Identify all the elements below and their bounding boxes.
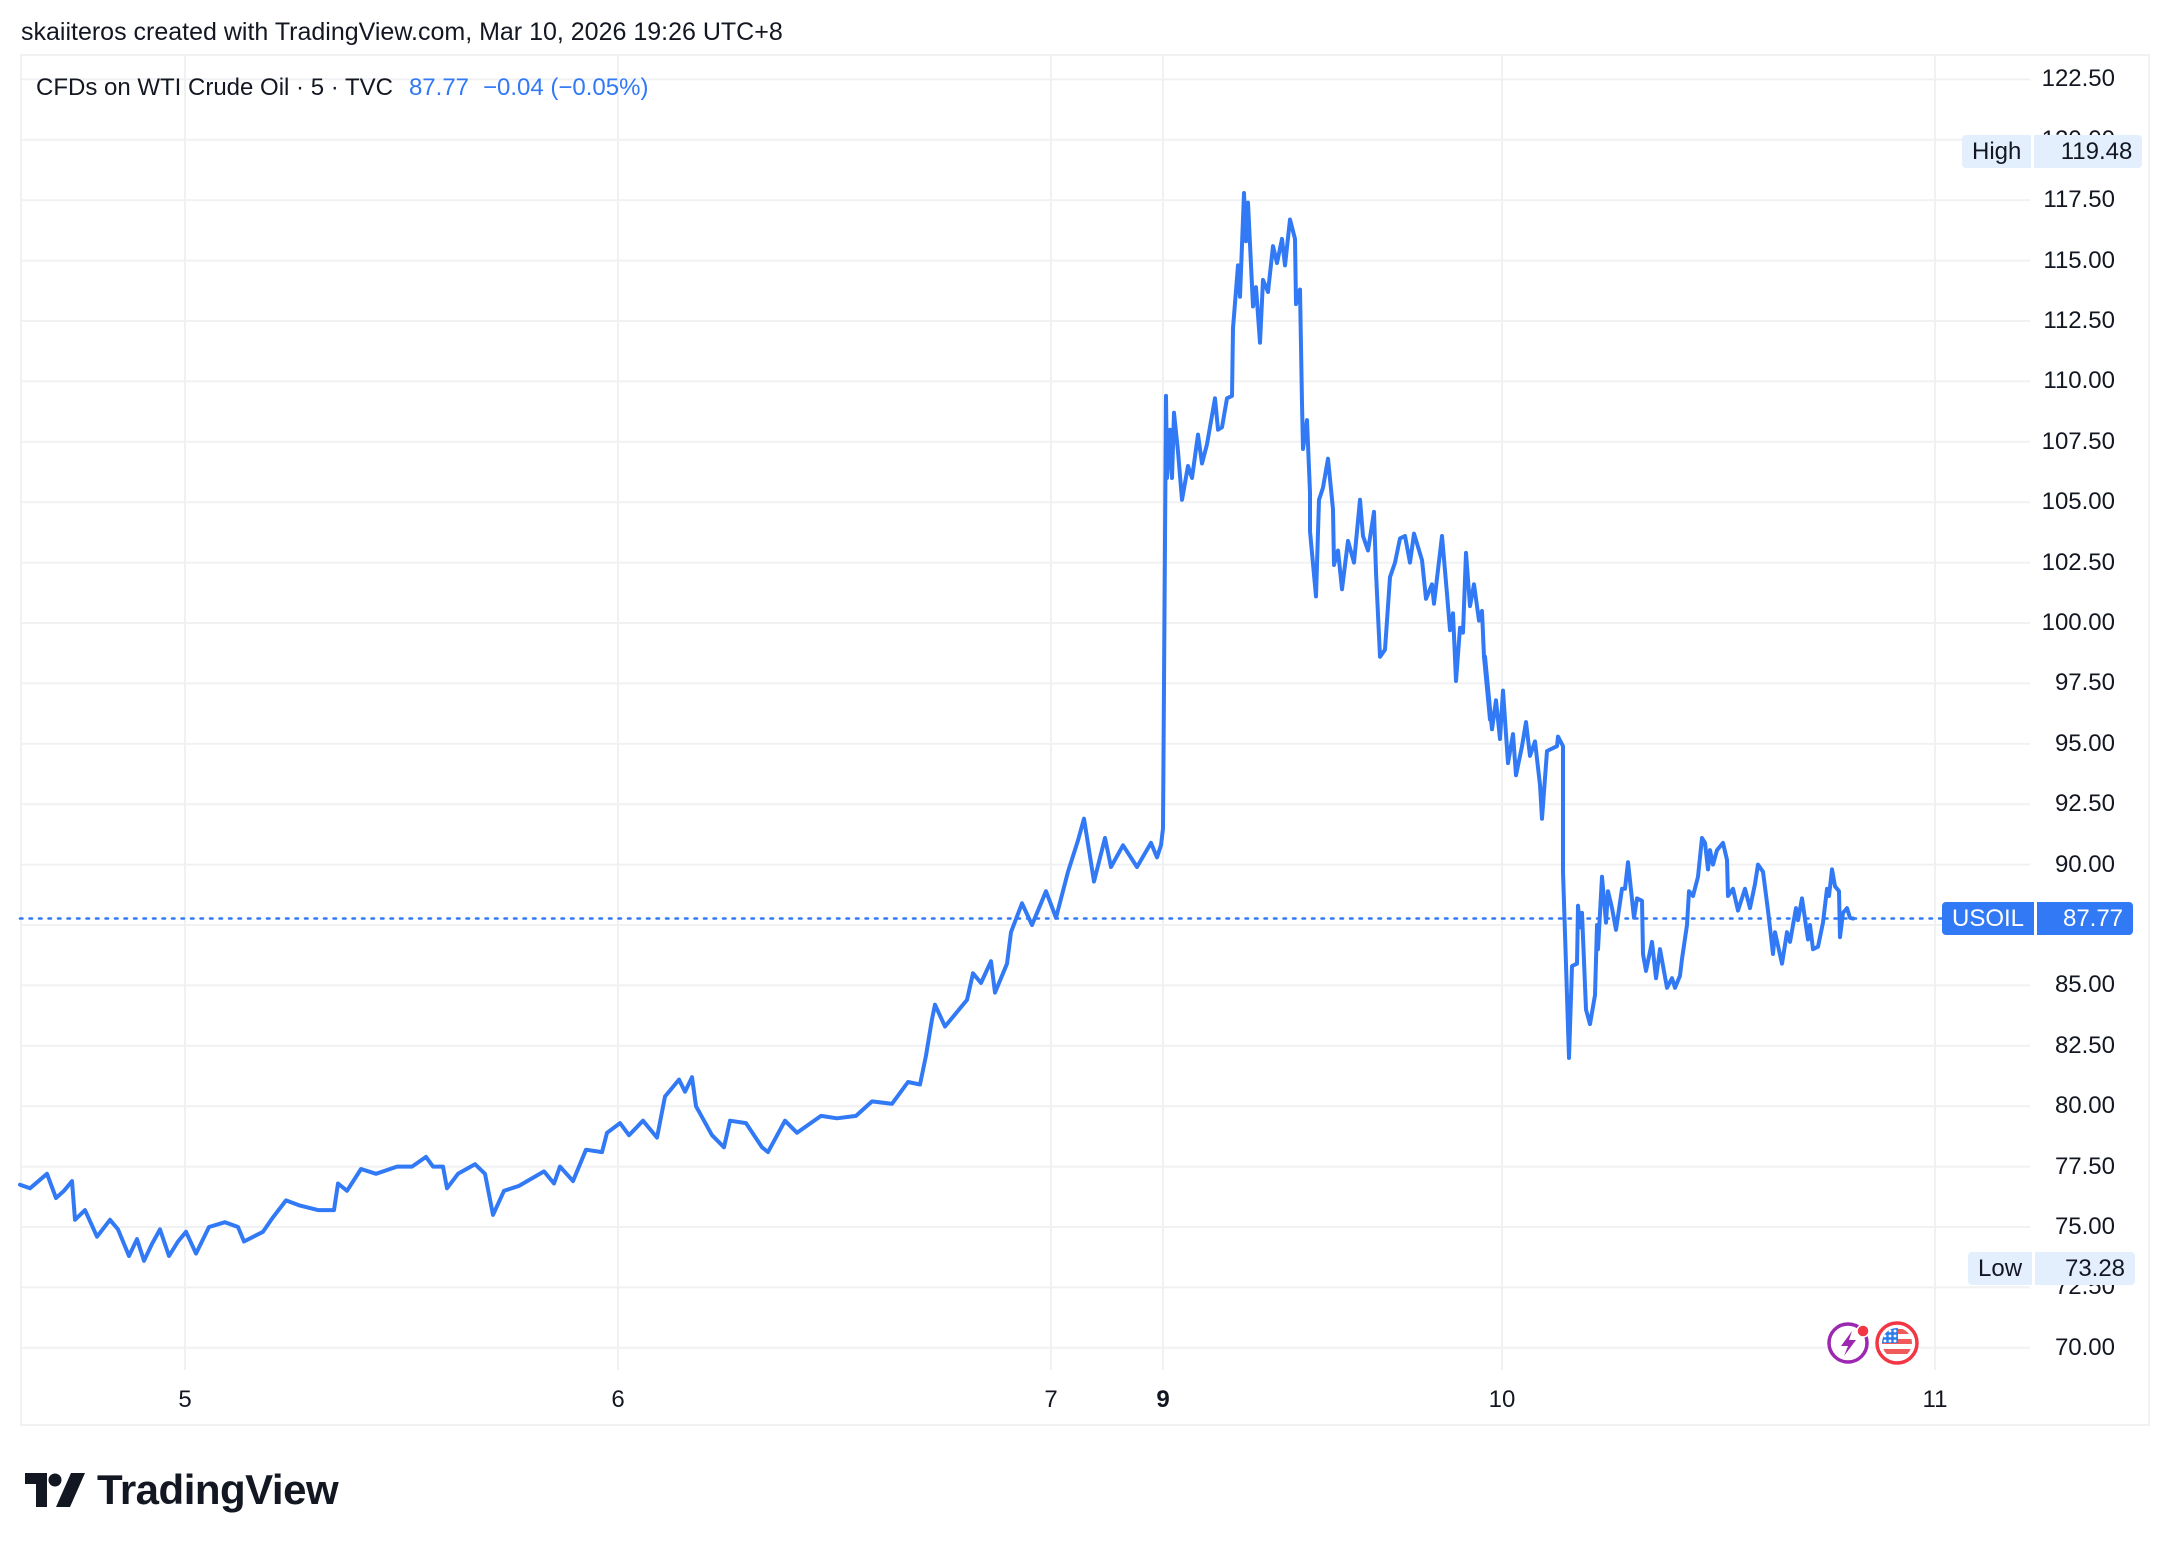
tradingview-logo-icon bbox=[25, 1473, 85, 1507]
y-tick-label: 90.00 bbox=[2054, 850, 2115, 878]
tradingview-logo[interactable]: TradingView bbox=[25, 1466, 339, 1514]
low-tag-label: Low bbox=[1968, 1252, 2033, 1285]
high-tag-value: 119.48 bbox=[2034, 135, 2143, 168]
x-tick-label: 11 bbox=[1922, 1386, 1948, 1413]
x-tick-label: 6 bbox=[611, 1386, 625, 1413]
legend-change: −0.04 (−0.05%) bbox=[483, 74, 649, 101]
x-tick-label: 7 bbox=[1044, 1386, 1058, 1413]
x-tick-label: 5 bbox=[178, 1386, 192, 1413]
y-tick-label: 75.00 bbox=[2054, 1213, 2115, 1240]
last-tag-symbol: USOIL bbox=[1942, 902, 2035, 935]
y-tick-label: 95.00 bbox=[2054, 729, 2115, 757]
y-tick-label: 122.50 bbox=[2041, 65, 2115, 93]
y-tick-label: 117.50 bbox=[2043, 186, 2115, 214]
y-tick-label: 97.50 bbox=[2054, 669, 2115, 697]
chart-grid bbox=[21, 56, 2030, 1370]
chart-legend[interactable]: CFDs on WTI Crude Oil · 5 · TVC 87.77 −0… bbox=[36, 74, 648, 102]
last-tag-value: 87.77 bbox=[2037, 902, 2134, 935]
low-tag-value: 73.28 bbox=[2035, 1252, 2136, 1285]
y-tick-label: 100.00 bbox=[2041, 609, 2115, 636]
y-tick-label: 107.50 bbox=[2041, 427, 2115, 455]
high-tag-label: High bbox=[1962, 135, 2032, 168]
event-icons[interactable] bbox=[1822, 1316, 1932, 1372]
y-tick-label: 112.50 bbox=[2043, 307, 2115, 334]
high-price-tag: High 119.48 bbox=[1962, 135, 2143, 168]
y-tick-label: 85.00 bbox=[2054, 971, 2115, 999]
y-tick-label: 92.50 bbox=[2054, 790, 2115, 818]
legend-symbol: CFDs on WTI Crude Oil · 5 · TVC bbox=[36, 74, 393, 101]
x-tick-label: 10 bbox=[1488, 1386, 1516, 1413]
price-series-line bbox=[18, 191, 1855, 1263]
flash-news-icon[interactable] bbox=[1827, 1322, 1870, 1364]
us-flag-icon[interactable] bbox=[1875, 1321, 1919, 1365]
attribution-text: skaiiteros created with TradingView.com,… bbox=[21, 18, 783, 46]
y-tick-label: 80.00 bbox=[2054, 1092, 2115, 1120]
y-tick-label: 77.50 bbox=[2054, 1152, 2115, 1180]
legend-last-price: 87.77 bbox=[408, 74, 470, 101]
y-tick-label: 70.00 bbox=[2054, 1333, 2115, 1361]
y-tick-label: 110.00 bbox=[2043, 367, 2115, 395]
y-tick-label: 102.50 bbox=[2041, 548, 2115, 576]
y-tick-label: 115.00 bbox=[2043, 246, 2115, 274]
y-tick-label: 82.50 bbox=[2054, 1031, 2115, 1059]
x-tick-label: 9 bbox=[1156, 1386, 1170, 1413]
last-price-tag[interactable]: USOIL 87.77 bbox=[1942, 902, 2134, 935]
tradingview-wordmark: TradingView bbox=[97, 1466, 339, 1513]
low-price-tag: Low 73.28 bbox=[1968, 1252, 2136, 1285]
y-tick-label: 105.00 bbox=[2041, 488, 2115, 516]
chart-frame bbox=[20, 54, 2150, 1426]
